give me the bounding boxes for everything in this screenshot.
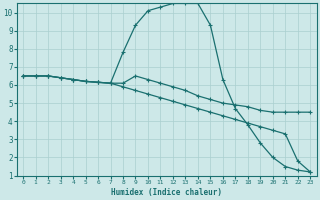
X-axis label: Humidex (Indice chaleur): Humidex (Indice chaleur) [111,188,222,197]
